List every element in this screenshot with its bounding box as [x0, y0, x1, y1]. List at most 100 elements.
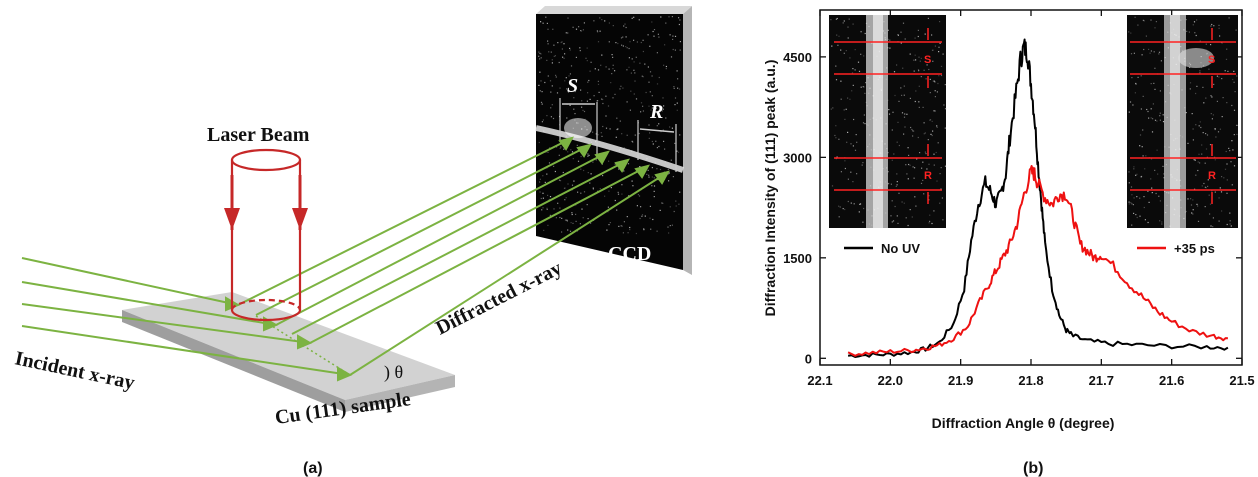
noise-pixel: [565, 77, 567, 79]
noise-pixel: [934, 45, 936, 47]
noise-pixel: [1219, 128, 1221, 130]
noise-pixel: [1194, 159, 1196, 161]
noise-pixel: [1190, 198, 1192, 200]
inset-s-label: S: [924, 54, 931, 66]
incident-rays: [21, 257, 353, 382]
noise-pixel: [1192, 128, 1194, 130]
noise-pixel: [1205, 97, 1207, 99]
noise-pixel: [1191, 113, 1193, 115]
noise-pixel: [625, 26, 627, 29]
noise-pixel: [863, 114, 865, 116]
noise-pixel: [1150, 50, 1152, 52]
noise-pixel: [847, 37, 849, 39]
noise-pixel: [1220, 191, 1223, 193]
noise-pixel: [917, 136, 919, 139]
noise-pixel: [625, 36, 627, 38]
noise-pixel: [669, 225, 671, 227]
noise-pixel: [632, 141, 634, 143]
noise-pixel: [580, 30, 582, 32]
noise-pixel: [1131, 224, 1133, 226]
noise-pixel: [555, 76, 557, 78]
noise-pixel: [1150, 158, 1153, 160]
noise-pixel: [914, 37, 916, 39]
noise-pixel: [934, 81, 936, 83]
noise-pixel: [1208, 68, 1210, 70]
noise-pixel: [569, 73, 571, 75]
noise-pixel: [838, 138, 840, 140]
noise-pixel: [928, 199, 930, 201]
noise-pixel: [924, 33, 926, 35]
noise-pixel: [932, 130, 934, 132]
noise-pixel: [557, 42, 559, 44]
noise-pixel: [844, 208, 846, 211]
noise-pixel: [1153, 82, 1155, 84]
noise-pixel: [1148, 201, 1150, 203]
noise-pixel: [669, 126, 671, 128]
series-line-no-uv: [847, 38, 1229, 358]
noise-pixel: [936, 91, 938, 93]
noise-pixel: [602, 125, 604, 128]
noise-pixel: [656, 83, 659, 85]
noise-pixel: [1231, 140, 1233, 142]
noise-pixel: [641, 215, 643, 217]
noise-pixel: [548, 198, 550, 201]
noise-pixel: [848, 18, 850, 20]
noise-pixel: [611, 54, 613, 56]
noise-pixel: [1211, 96, 1213, 98]
noise-pixel: [620, 225, 622, 227]
noise-pixel: [669, 34, 671, 36]
noise-pixel: [581, 208, 583, 210]
noise-pixel: [629, 109, 631, 111]
noise-pixel: [1152, 118, 1154, 120]
diffracted-ray: [255, 144, 591, 316]
noise-pixel: [920, 182, 923, 184]
noise-pixel: [905, 217, 907, 219]
noise-pixel: [933, 164, 935, 166]
noise-pixel: [923, 122, 925, 124]
noise-pixel: [652, 30, 654, 33]
noise-pixel: [1216, 75, 1218, 77]
noise-pixel: [896, 64, 898, 66]
noise-pixel: [1133, 168, 1135, 170]
noise-pixel: [557, 202, 559, 204]
noise-pixel: [1143, 206, 1145, 209]
noise-pixel: [621, 193, 623, 195]
noise-pixel: [560, 146, 562, 148]
noise-pixel: [905, 164, 907, 166]
noise-pixel: [1155, 21, 1157, 23]
noise-pixel: [1192, 199, 1194, 201]
noise-pixel: [1221, 78, 1223, 80]
noise-pixel: [625, 46, 627, 48]
noise-pixel: [678, 17, 680, 19]
noise-pixel: [641, 75, 643, 77]
noise-pixel: [1159, 220, 1161, 222]
noise-pixel: [587, 172, 589, 174]
noise-pixel: [677, 87, 679, 89]
noise-pixel: [656, 230, 658, 232]
noise-pixel: [540, 21, 542, 23]
noise-pixel: [638, 132, 640, 135]
noise-pixel: [1221, 42, 1223, 44]
noise-pixel: [860, 53, 862, 55]
noise-pixel: [583, 22, 585, 24]
noise-pixel: [636, 41, 638, 43]
sample-side: [345, 375, 455, 412]
noise-pixel: [678, 88, 681, 90]
noise-pixel: [1130, 202, 1132, 204]
noise-pixel: [635, 98, 638, 100]
noise-pixel: [629, 226, 631, 229]
noise-pixel: [623, 221, 625, 223]
noise-pixel: [601, 135, 603, 137]
noise-pixel: [1196, 85, 1198, 87]
noise-pixel: [595, 159, 597, 161]
incident-ray: [21, 281, 277, 326]
noise-pixel: [944, 108, 947, 110]
noise-pixel: [595, 133, 597, 135]
noise-pixel: [642, 105, 644, 107]
diffraction-streak: [535, 125, 684, 173]
noise-pixel: [546, 207, 548, 209]
noise-pixel: [1132, 104, 1134, 106]
noise-pixel: [918, 85, 920, 87]
noise-pixel: [634, 72, 636, 74]
noise-pixel: [1202, 132, 1204, 134]
